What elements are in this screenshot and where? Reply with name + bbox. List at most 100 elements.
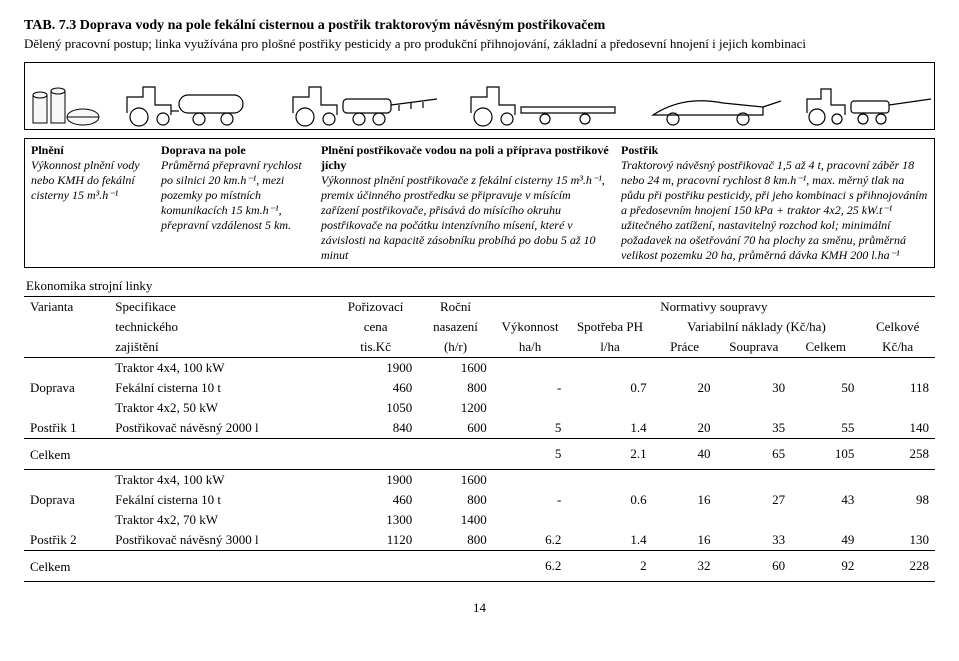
sum-kc: 228: [860, 551, 935, 582]
cell-cena: 1900: [333, 470, 418, 491]
th-hr: (h/r): [418, 337, 493, 358]
th-rocni: Roční: [418, 297, 493, 318]
table-row: Postřik 1Postřikovač návěsný 2000 l84060…: [24, 418, 935, 439]
cell-spec: Fekální cisterna 10 t: [109, 490, 333, 510]
tractor-trailer-icon: [465, 77, 625, 127]
sum-ce: 105: [791, 439, 860, 470]
cell-hr: 1600: [418, 470, 493, 491]
cell-group: [24, 358, 109, 379]
cell-pr: 20: [653, 418, 717, 439]
cell-hr: 800: [418, 490, 493, 510]
tractor-sprayer-icon: [287, 77, 447, 127]
cell-vyk: 6.2: [493, 530, 568, 551]
cell-sp: 1.4: [567, 418, 652, 439]
illustration-bar: [24, 62, 935, 130]
th-prace: Práce: [653, 337, 717, 358]
cell-pr: [653, 470, 717, 491]
cell-ce: [791, 470, 860, 491]
th-poriz: Pořizovací: [333, 297, 418, 318]
description-box: Plnění Výkonnost plnění vody nebo KMH do…: [24, 138, 935, 268]
cell-vyk: [493, 398, 568, 418]
sum-vyk: 5: [493, 439, 568, 470]
sum-vyk: 6.2: [493, 551, 568, 582]
tractor-tanker-icon: [119, 77, 269, 127]
table-body-2: Traktor 4x4, 100 kW19001600DopravaFekáln…: [24, 470, 935, 551]
th-zajisteni: zajištění: [109, 337, 333, 358]
th-norm: Normativy soupravy: [493, 297, 935, 318]
cell-pr: 20: [653, 378, 717, 398]
cell-kc: 118: [860, 378, 935, 398]
cell-so: 27: [717, 490, 792, 510]
th-tiskc: tis.Kč: [333, 337, 418, 358]
desc-head: Plnění postřikovače vodou na poli a příp…: [321, 143, 609, 172]
cell-vyk: 5: [493, 418, 568, 439]
cell-spec: Postřikovač návěsný 2000 l: [109, 418, 333, 439]
th-spotreba: Spotřeba PH: [567, 317, 652, 337]
cell-cena: 1900: [333, 358, 418, 379]
th-souprava: Souprava: [717, 337, 792, 358]
cell-pr: 16: [653, 490, 717, 510]
desc-body: Průměrná přepravní rychlost po silnici 2…: [161, 158, 302, 232]
desc-body: Traktorový návěsný postřikovač 1,5 až 4 …: [621, 158, 927, 262]
cell-sp: [567, 358, 652, 379]
subtitle: Dělený pracovní postup; linka využívána …: [24, 36, 935, 52]
th-spec: Specifikace: [109, 297, 333, 318]
cell-spec: Fekální cisterna 10 t: [109, 378, 333, 398]
cell-pr: [653, 510, 717, 530]
table-sum-2: Celkem 6.2 2 32 60 92 228: [24, 551, 935, 582]
cell-spec: Traktor 4x4, 100 kW: [109, 358, 333, 379]
cell-group: [24, 398, 109, 418]
cell-sp: [567, 470, 652, 491]
cell-cena: 460: [333, 490, 418, 510]
cell-sp: 1.4: [567, 530, 652, 551]
desc-col-plneni: Plnění Výkonnost plnění vody nebo KMH do…: [31, 143, 151, 263]
table-row: DopravaFekální cisterna 10 t460800-0.616…: [24, 490, 935, 510]
th-celkem: Celkem: [791, 337, 860, 358]
cell-vyk: -: [493, 490, 568, 510]
economics-table: Varianta Specifikace Pořizovací Roční No…: [24, 296, 935, 582]
th-lha: l/ha: [567, 337, 652, 358]
sum-pr: 40: [653, 439, 717, 470]
cell-cena: 840: [333, 418, 418, 439]
tractor-small-sprayer-icon: [801, 77, 935, 127]
cell-spec: Traktor 4x4, 100 kW: [109, 470, 333, 491]
cell-hr: 800: [418, 530, 493, 551]
cell-kc: 130: [860, 530, 935, 551]
cell-group: Doprava: [24, 490, 109, 510]
th-cena: cena: [333, 317, 418, 337]
table-head: Varianta Specifikace Pořizovací Roční No…: [24, 297, 935, 358]
th-hah: ha/h: [493, 337, 568, 358]
cell-kc: 98: [860, 490, 935, 510]
cell-group: Postřik 2: [24, 530, 109, 551]
table-row: Postřik 2Postřikovač návěsný 3000 l11208…: [24, 530, 935, 551]
table-row: Traktor 4x2, 70 kW13001400: [24, 510, 935, 530]
sum-kc: 258: [860, 439, 935, 470]
cell-so: 30: [717, 378, 792, 398]
cell-sp: [567, 398, 652, 418]
cell-kc: [860, 358, 935, 379]
sum-so: 65: [717, 439, 792, 470]
sum-label: Celkem: [24, 439, 333, 470]
cell-vyk: [493, 470, 568, 491]
cell-cena: 1050: [333, 398, 418, 418]
th-nasaz: nasazení: [418, 317, 493, 337]
cell-ce: 43: [791, 490, 860, 510]
cell-group: Postřik 1: [24, 418, 109, 439]
th-kcha: Kč/ha: [860, 337, 935, 358]
cell-sp: [567, 510, 652, 530]
desc-body: Výkonnost plnění postřikovače z fekální …: [321, 173, 605, 262]
sum-ce: 92: [791, 551, 860, 582]
cell-pr: [653, 398, 717, 418]
desc-head: Plnění: [31, 143, 64, 157]
sprayer-icon: [643, 77, 783, 127]
table-row: Traktor 4x4, 100 kW19001600: [24, 358, 935, 379]
cell-pr: [653, 358, 717, 379]
th-tech: technického: [109, 317, 333, 337]
table-row: Traktor 4x2, 50 kW10501200: [24, 398, 935, 418]
cell-sp: 0.6: [567, 490, 652, 510]
cell-ce: 50: [791, 378, 860, 398]
cell-ce: [791, 398, 860, 418]
cell-cena: 460: [333, 378, 418, 398]
cell-so: 35: [717, 418, 792, 439]
desc-head: Doprava na pole: [161, 143, 246, 157]
